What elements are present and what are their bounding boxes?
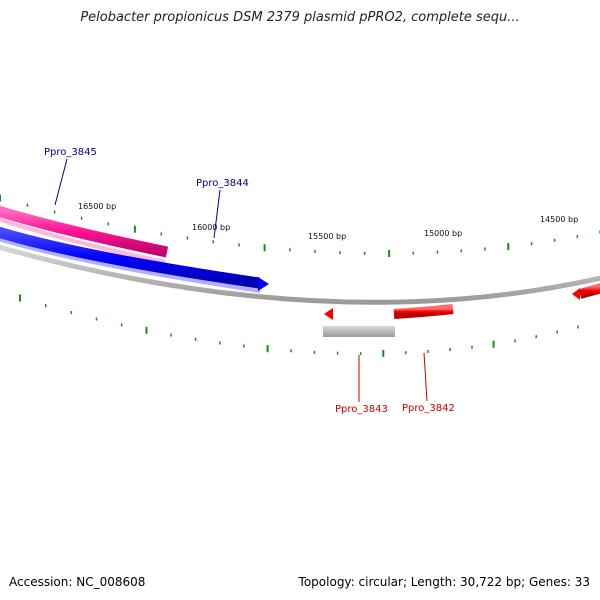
- gene-edge-right-arrowhead: [572, 288, 580, 300]
- map-title: Pelobacter propionicus DSM 2379 plasmid …: [80, 10, 520, 25]
- gray-feature: [323, 326, 395, 337]
- gene-label-ppro-3845[interactable]: Ppro_3845: [44, 147, 97, 158]
- bp-label-16000: 16000 bp: [192, 223, 230, 232]
- bp-label-14500: 14500 bp: [540, 215, 578, 224]
- outer-tick-marks: [0, 194, 600, 257]
- gene-label-ppro-3844[interactable]: Ppro_3844: [196, 178, 249, 189]
- gene-ppro-3845-shadow: [0, 217, 166, 264]
- inner-tick-marks: [19, 294, 579, 357]
- plasmid-backbone: [0, 244, 600, 305]
- gene-ppro-3842-arrow[interactable]: [393, 304, 454, 319]
- leader-ppro-3844: [213, 189, 221, 239]
- bp-label-16500: 16500 bp: [78, 202, 116, 211]
- topology-summary: Topology: circular; Length: 30,722 bp; G…: [298, 575, 590, 589]
- leader-ppro-3842: [423, 352, 428, 402]
- gene-ppro-3844-arrowhead: [258, 277, 269, 291]
- gene-label-ppro-3843[interactable]: Ppro_3843: [335, 404, 388, 415]
- gene-label-ppro-3842[interactable]: Ppro_3842: [402, 403, 455, 414]
- bp-label-15500: 15500 bp: [308, 232, 346, 241]
- gene-edge-right-arrow[interactable]: [578, 283, 600, 299]
- gene-ppro-3844-shadow: [0, 237, 261, 293]
- gene-ppro-3845-arrow[interactable]: [0, 205, 169, 258]
- bp-label-15000: 15000 bp: [424, 229, 462, 238]
- leader-ppro-3845: [54, 158, 68, 206]
- gene-ppro-3843-arrowhead: [324, 308, 333, 320]
- gene-ppro-3844-arrow[interactable]: [0, 226, 260, 289]
- accession-text: Accession: NC_008608: [9, 575, 146, 589]
